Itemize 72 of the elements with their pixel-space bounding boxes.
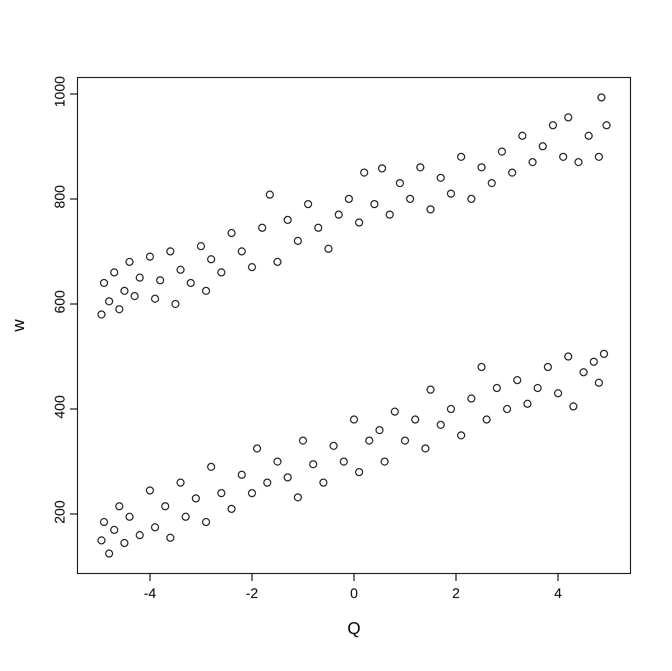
x-tick-label: 0 — [350, 584, 358, 601]
point — [319, 478, 328, 487]
point — [105, 550, 114, 558]
point — [294, 493, 302, 502]
point — [457, 431, 466, 440]
point — [380, 458, 389, 466]
point — [492, 384, 501, 392]
point — [390, 408, 399, 416]
point — [523, 400, 532, 408]
point — [217, 489, 226, 498]
point — [182, 512, 190, 521]
point — [554, 389, 562, 398]
point — [564, 352, 572, 360]
point — [161, 502, 170, 510]
point — [146, 486, 154, 494]
point — [594, 378, 603, 387]
point — [97, 536, 106, 544]
point — [590, 358, 598, 366]
point — [569, 402, 578, 410]
point — [467, 394, 476, 403]
point — [136, 531, 144, 540]
point — [482, 416, 491, 424]
point — [100, 518, 108, 526]
point — [446, 405, 455, 414]
point — [478, 363, 486, 372]
point — [253, 444, 262, 452]
point — [166, 534, 174, 542]
x-axis-title: Q — [347, 619, 361, 638]
point — [340, 458, 348, 466]
point — [120, 539, 128, 548]
point — [436, 420, 445, 429]
point — [110, 526, 118, 534]
point — [421, 444, 430, 452]
point — [365, 436, 374, 445]
y-tick-label: 800 — [51, 184, 68, 208]
point — [192, 494, 200, 502]
y-tick-label: 1000 — [51, 76, 68, 108]
point — [176, 478, 185, 487]
x-tick-label: 2 — [452, 584, 460, 601]
y-tick-label: 600 — [51, 290, 68, 314]
point — [207, 462, 216, 471]
point — [263, 478, 272, 487]
point — [401, 436, 410, 445]
x-tick-label: -2 — [246, 584, 258, 601]
point — [309, 460, 318, 468]
y-axis-title: w — [8, 318, 28, 333]
point — [355, 468, 364, 476]
point — [151, 523, 160, 532]
point — [534, 384, 542, 392]
point — [426, 386, 435, 394]
y-tick-label: 400 — [51, 395, 68, 419]
point — [411, 416, 420, 424]
point — [273, 458, 282, 466]
point — [126, 512, 134, 521]
x-tick-label: -4 — [144, 584, 156, 601]
point — [284, 473, 292, 482]
point — [248, 489, 256, 498]
point — [513, 376, 522, 384]
point — [600, 350, 608, 358]
point — [503, 405, 512, 414]
point — [330, 442, 338, 450]
point — [350, 416, 358, 424]
point — [238, 470, 246, 479]
y-tick-label: 200 — [51, 500, 68, 524]
point — [202, 518, 210, 526]
point — [228, 504, 236, 513]
x-tick-label: 4 — [554, 584, 562, 601]
point — [376, 426, 384, 434]
point — [115, 502, 124, 510]
point — [544, 363, 552, 372]
point — [580, 368, 588, 376]
point — [298, 436, 307, 445]
